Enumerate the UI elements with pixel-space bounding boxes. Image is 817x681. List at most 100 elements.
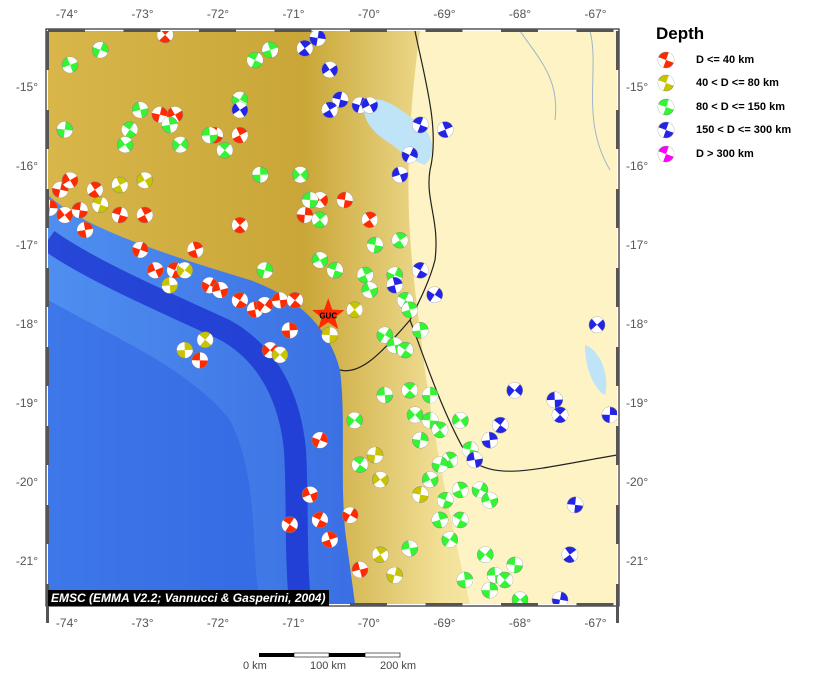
focal-mechanism xyxy=(311,251,329,269)
lon-tick-label: -68° xyxy=(509,7,531,21)
scale-bar: 0 km 100 km 200 km xyxy=(243,649,418,672)
focal-mechanism xyxy=(309,31,326,47)
lat-tick-label: -16° xyxy=(626,159,648,173)
focal-mechanism xyxy=(406,406,424,424)
focal-mechanism xyxy=(231,292,249,309)
focal-mechanism xyxy=(391,232,409,249)
focal-mechanism xyxy=(176,262,194,279)
station-label: GUC xyxy=(319,311,337,320)
focal-mechanism xyxy=(216,141,234,159)
lat-tick-label: -20° xyxy=(16,475,38,489)
focal-mechanism xyxy=(346,301,363,319)
focal-mechanism xyxy=(452,481,469,499)
legend-item: D > 300 km xyxy=(656,142,791,166)
focal-mechanism xyxy=(401,540,419,557)
focal-mechanism xyxy=(386,566,403,584)
focal-mechanism xyxy=(376,386,394,404)
lon-tick-label: -67° xyxy=(584,616,606,630)
focal-mechanism xyxy=(481,431,499,449)
focal-mechanism xyxy=(561,546,579,563)
lake-titicaca xyxy=(363,99,433,165)
focal-mechanism xyxy=(161,116,178,134)
focal-mechanism xyxy=(431,456,449,473)
focal-mechanism xyxy=(61,56,79,74)
lon-tick-label: -72° xyxy=(207,7,229,21)
focal-mechanism xyxy=(271,292,289,309)
focal-mechanism xyxy=(396,341,414,359)
focal-mechanism xyxy=(466,451,483,469)
focal-mechanism xyxy=(161,277,178,294)
lon-tick-label: -73° xyxy=(131,616,153,630)
focal-mechanism xyxy=(412,116,429,134)
focal-mechanism xyxy=(551,591,569,604)
focal-mechanism xyxy=(246,51,264,69)
focal-mechanism xyxy=(412,322,429,339)
lon-tick-label: -70° xyxy=(358,7,380,21)
focal-mechanism xyxy=(412,431,429,449)
focal-mechanism xyxy=(332,91,349,108)
focal-mechanism xyxy=(301,486,319,503)
focal-mechanism xyxy=(321,101,338,119)
focal-mechanism xyxy=(321,326,338,344)
beachball-icon xyxy=(657,51,675,68)
focal-mechanism xyxy=(401,382,419,399)
focal-mechanism xyxy=(256,262,274,279)
focal-mechanism xyxy=(136,171,154,189)
focal-mechanism xyxy=(551,406,569,424)
focal-mechanism xyxy=(391,166,409,183)
focal-mechanism xyxy=(412,262,429,279)
focal-mechanism xyxy=(421,471,439,488)
focal-mechanism xyxy=(496,571,514,589)
lon-tick-label: -74° xyxy=(56,7,78,21)
focal-mechanism xyxy=(326,262,344,279)
focal-mechanism xyxy=(437,121,454,138)
focal-mechanism xyxy=(376,326,394,344)
focal-mechanism xyxy=(231,217,249,234)
lon-tick-label: -71° xyxy=(282,616,304,630)
focal-mechanism xyxy=(252,166,269,183)
lake-poopo xyxy=(585,345,607,395)
lat-tick-label: -18° xyxy=(626,317,648,331)
focal-mechanism xyxy=(601,406,617,424)
focal-mechanism xyxy=(256,296,274,314)
focal-mechanism xyxy=(212,281,229,299)
river xyxy=(519,31,611,171)
lat-tick-label: -20° xyxy=(626,475,648,489)
scale-bar-graphic xyxy=(259,652,401,658)
lon-tick-label: -67° xyxy=(584,7,606,21)
scale-label: 200 km xyxy=(380,660,417,672)
focal-mechanism xyxy=(361,211,379,228)
lon-tick-label: -73° xyxy=(131,7,153,21)
focal-mechanism xyxy=(76,221,94,239)
focal-mechanism xyxy=(372,546,389,563)
lat-tick-label: -19° xyxy=(626,396,648,410)
focal-mechanism xyxy=(506,382,523,399)
focal-mechanism xyxy=(86,181,104,198)
focal-mechanism xyxy=(426,286,443,304)
focal-mechanism xyxy=(351,456,369,473)
focal-mechanism xyxy=(401,146,419,164)
focal-mechanism xyxy=(321,531,338,548)
legend: Depth D <= 40 km 40 < D <= 80 km 80 < D <=… xyxy=(656,24,791,166)
focal-mechanism xyxy=(321,61,338,78)
country-border xyxy=(339,319,411,372)
focal-mechanism xyxy=(176,341,194,359)
focal-mechanism xyxy=(452,412,469,429)
focal-mechanism xyxy=(172,136,189,153)
focal-mechanism xyxy=(657,122,675,139)
lon-tick-label: -68° xyxy=(509,616,531,630)
focal-mechanism xyxy=(441,531,459,548)
focal-mechanism xyxy=(346,412,363,429)
focal-mechanism xyxy=(136,206,154,224)
focal-mechanism xyxy=(336,191,354,209)
focal-mechanism xyxy=(231,126,249,144)
focal-mechanism xyxy=(296,40,314,57)
focal-mechanism xyxy=(147,262,164,279)
lon-tick-label: -70° xyxy=(358,616,380,630)
credit-label: EMSC (EMMA V2.2; Vannucci & Gasperini, 2… xyxy=(48,590,329,606)
focal-mechanism xyxy=(492,416,509,434)
scale-label: 100 km xyxy=(310,660,347,672)
focal-mechanism xyxy=(271,346,289,364)
focal-mechanism xyxy=(481,491,499,509)
